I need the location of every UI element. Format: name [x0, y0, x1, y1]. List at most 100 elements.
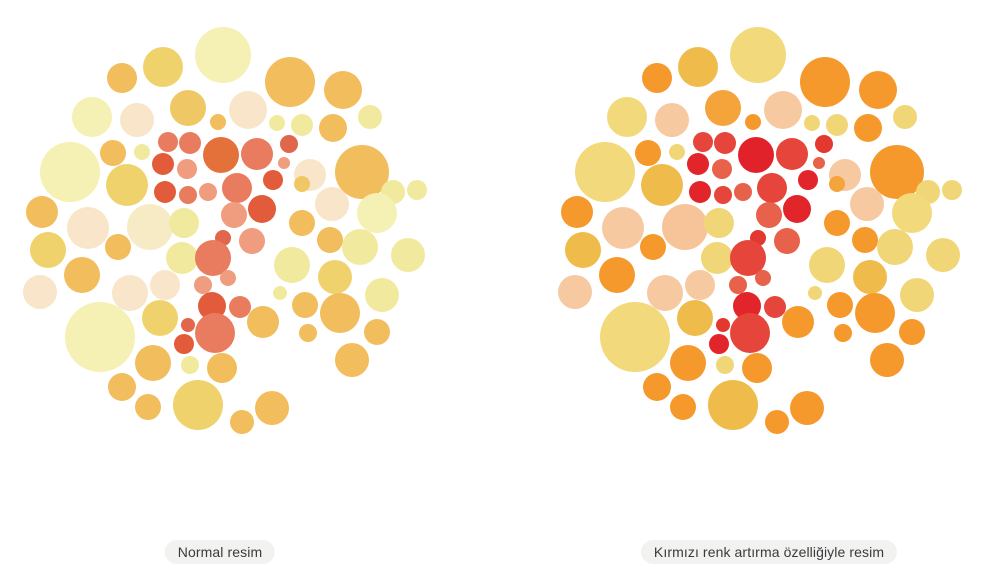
plate-dot [207, 353, 237, 383]
plate-dot [72, 97, 112, 137]
plate-dot [342, 229, 378, 265]
plate-dot [643, 373, 671, 401]
plate-dot [853, 260, 887, 294]
plate-dot [738, 137, 774, 173]
plate-dot [107, 63, 137, 93]
plate-dot [265, 57, 315, 107]
plate-dot [678, 47, 718, 87]
plate-dot [30, 232, 66, 268]
plate-dot [195, 240, 231, 276]
plate-dot [194, 276, 212, 294]
plate-dot [280, 135, 298, 153]
plate-dot [776, 138, 808, 170]
plate-dot [824, 210, 850, 236]
plate-dot [701, 242, 733, 274]
plate-normal [23, 27, 427, 434]
plate-dot [195, 27, 251, 83]
plate-dot [599, 257, 635, 293]
plate-dot [154, 181, 176, 203]
plate-dot [565, 232, 601, 268]
plate-dot [730, 240, 766, 276]
plate-dot [291, 114, 313, 136]
plate-dot [174, 334, 194, 354]
plate-dot [782, 306, 814, 338]
plate-dot [687, 153, 709, 175]
plate-dot [64, 257, 100, 293]
plate-dot [222, 173, 252, 203]
enhanced-image-label: Kırmızı renk artırma özelliğiyle resim [640, 540, 898, 564]
plate-dot [670, 345, 706, 381]
plate-dot [317, 227, 343, 253]
plate-dot [391, 238, 425, 272]
plate-dot [829, 176, 845, 192]
plate-dot [158, 132, 178, 152]
plate-dot [248, 195, 276, 223]
plate-dot [783, 195, 811, 223]
plate-dot [195, 313, 235, 353]
plate-dot [870, 145, 924, 199]
plate-dot [319, 114, 347, 142]
plate-dot [602, 207, 644, 249]
plate-dot [600, 302, 670, 372]
plate-dot [689, 181, 711, 203]
plate-dot [65, 302, 135, 372]
plate-dot [859, 71, 897, 109]
plate-dot [926, 238, 960, 272]
plate-dot [714, 132, 736, 154]
plate-dot [106, 164, 148, 206]
plate-dot [826, 114, 848, 136]
plate-dot [198, 292, 226, 320]
plate-dot [335, 145, 389, 199]
plate-dot [179, 132, 201, 154]
plate-dot [677, 300, 713, 336]
plate-dot [357, 193, 397, 233]
plate-dot [170, 90, 206, 126]
plate-dot [274, 247, 310, 283]
plate-dot [335, 343, 369, 377]
plate-dot [855, 293, 895, 333]
plate-enhanced [558, 27, 962, 434]
plate-dot [67, 207, 109, 249]
plate-dot [756, 202, 782, 228]
plate-dot [742, 353, 772, 383]
plate-dot [670, 394, 696, 420]
plate-dot [269, 115, 285, 131]
plate-dot [893, 105, 917, 129]
plate-dot [693, 132, 713, 152]
plate-dot [764, 91, 802, 129]
plate-dot [120, 103, 154, 137]
plate-dot [815, 135, 833, 153]
plate-dot [558, 275, 592, 309]
plate-dot [575, 142, 635, 202]
plate-dot [108, 373, 136, 401]
plate-dot [716, 356, 734, 374]
plate-dot [733, 292, 761, 320]
plate-dot [23, 275, 57, 309]
plate-dot [241, 138, 273, 170]
enhanced-image-label-text: Kırmızı renk artırma özelliğiyle resim [653, 544, 885, 560]
plate-dot [294, 176, 310, 192]
plate-dot [169, 208, 199, 238]
plate-dot [26, 196, 58, 228]
plate-dot [220, 270, 236, 286]
plate-dot [221, 202, 247, 228]
plate-dot [230, 410, 254, 434]
plate-dot [704, 208, 734, 238]
plate-dot [299, 324, 317, 342]
plate-dot [714, 186, 732, 204]
plate-dot [642, 63, 672, 93]
plate-dot [318, 260, 352, 294]
plate-dot [607, 97, 647, 137]
plate-dot [289, 210, 315, 236]
plate-dot [850, 187, 884, 221]
plate-dot [247, 306, 279, 338]
plate-dot [798, 170, 818, 190]
plate-dot [181, 356, 199, 374]
plate-dot [150, 270, 180, 300]
normal-image-label: Normal resim [164, 540, 276, 564]
plate-dot [112, 275, 148, 311]
plate-dot [708, 380, 758, 430]
plate-dot [292, 292, 318, 318]
plate-dot [765, 410, 789, 434]
